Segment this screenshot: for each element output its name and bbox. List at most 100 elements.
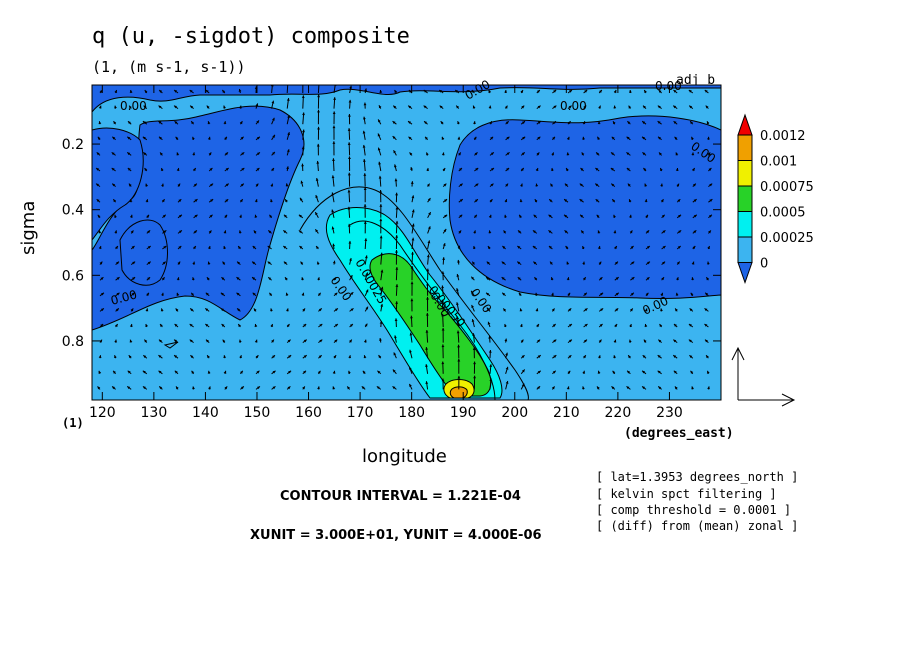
vector-arrowhead [474,152,478,156]
vector-arrowhead [426,183,430,187]
vector-arrowhead [425,312,429,316]
vector-arrowhead [332,386,336,390]
vector-arrowhead [254,199,258,203]
vector-arrowhead [205,308,209,312]
vector-arrowhead [596,386,600,390]
vector-arrowhead [116,292,120,296]
vector-arrowhead [287,115,291,118]
vector-arrowhead [189,90,193,93]
vector-arrowhead [284,277,288,281]
x-tick-label: 130 [141,405,168,421]
vector-arrowhead [459,214,463,218]
vector-arrowhead [160,168,164,171]
vector-arrowhead [241,168,245,171]
vector-arrowhead [113,199,117,203]
vector-arrowhead [347,189,351,193]
vector-arrowhead [615,292,619,296]
vector-arrowhead [272,370,276,374]
x-tick-label: 160 [295,405,322,421]
vector-arrowhead [298,214,302,218]
vector-arrowhead [332,141,336,144]
vector-arrowhead [442,257,446,260]
vector-arrowhead [347,142,351,145]
vector-arrowhead [489,121,492,125]
vector-arrowhead [505,183,509,187]
vector-arrowhead [582,121,586,125]
vector-arrowhead [567,292,571,296]
vector-arrowhead [613,121,616,125]
vector-arrowhead [223,355,227,359]
vector-arrowhead [626,136,630,140]
vector-arrowhead [319,324,323,327]
vector-arrowhead [705,105,709,109]
vector-arrowhead [111,168,115,171]
vector-arrowhead [392,386,396,390]
vector-arrowhead [459,199,463,202]
vector-arrowhead [642,355,646,359]
y-axis: 0.2 0.4 0.6 0.8 [62,137,721,350]
vector-arrowhead [673,339,677,343]
vector-arrowhead [100,292,104,296]
vector-arrowhead [646,261,650,265]
vector-arrowhead [99,339,103,343]
vector-arrowhead [205,90,209,93]
colorbar-segment [737,160,753,187]
vector-arrowhead [535,183,539,187]
vector-arrowhead [675,152,679,156]
vector-arrowhead [676,183,680,187]
vector-arrowhead [97,214,101,218]
vector-arrowhead [595,168,599,171]
vector-arrowhead [708,168,712,171]
colorbar-segment [737,134,753,161]
vector-arrowhead [158,105,162,109]
vector-arrowhead [644,324,648,327]
vector-arrowhead [160,152,163,156]
vector-arrowhead [348,156,351,160]
x-tick-label: 190 [450,405,477,421]
x-tick-label: 220 [605,405,632,421]
vector-arrowhead [130,230,134,234]
vector-arrowhead [693,214,697,218]
vector-arrowhead [537,121,541,124]
vector-arrowhead [631,277,635,280]
vector-arrowhead [253,308,257,312]
vector-arrowhead [706,277,710,281]
vector-arrowhead [225,199,229,203]
vector-arrowhead [643,105,646,109]
vector-arrowhead [395,267,399,270]
vector-arrowhead [501,261,505,265]
vector-arrowhead [225,183,229,187]
vector-arrowhead [239,355,242,359]
vector-arrowhead [456,316,460,320]
x-tick-label: 200 [501,405,528,421]
vector-arrowhead [489,199,493,203]
vector-arrowhead [425,381,429,385]
vector-arrowhead [301,78,304,81]
vector-arrowhead [363,221,367,224]
vector-arrowhead [267,261,271,265]
vector-arrowhead [269,214,273,218]
vector-arrowhead [318,308,322,312]
vector-arrowhead [505,352,508,356]
x-tick-label: 170 [347,405,374,421]
vector-arrowhead [568,308,572,312]
vector-arrowhead [455,90,459,93]
vector-arrowhead [537,339,541,343]
vector-arrowhead [535,308,539,312]
vector-arrowhead [207,261,211,265]
vector-arrowhead [378,119,381,123]
vector-arrowhead [301,95,305,99]
vector-arrowhead [502,292,506,296]
vector-arrowhead [316,160,320,164]
vector-arrowhead [159,90,163,93]
vector-arrowhead [566,152,570,156]
vector-arrowhead [223,105,226,109]
vector-arrowhead [490,183,494,187]
vector-arrowhead [615,277,619,280]
vector-arrowhead [678,230,682,234]
vector-arrowhead [129,214,133,218]
vector-arrowhead [158,121,162,124]
vector-arrowhead [395,284,399,287]
vector-arrowhead [114,324,118,327]
vector-arrow [333,85,336,94]
